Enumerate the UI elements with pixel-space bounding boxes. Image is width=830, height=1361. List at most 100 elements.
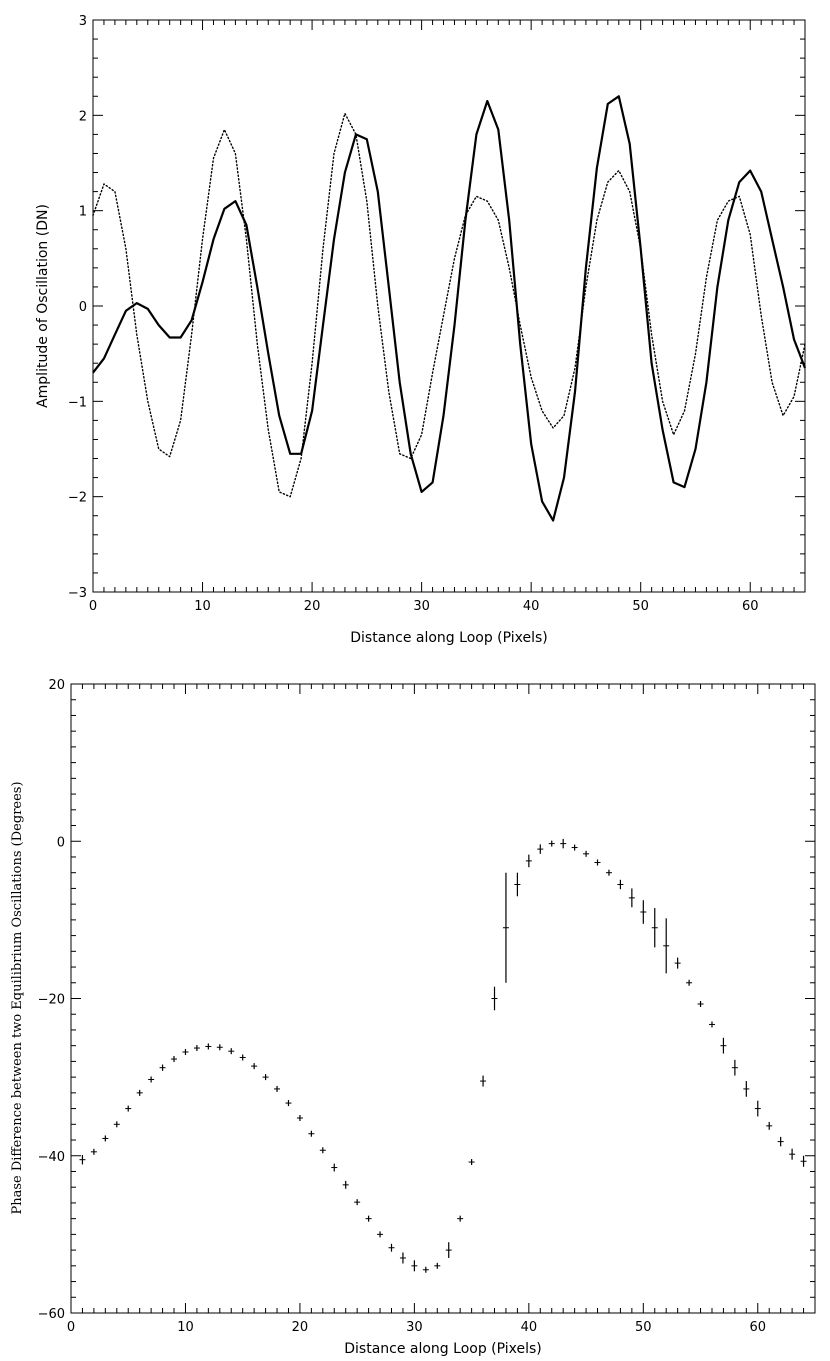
amplitude-x-tick-label: 40 <box>523 599 540 614</box>
phase-data-point <box>262 1074 269 1081</box>
phase-data-point <box>354 1199 361 1206</box>
phase-data-point <box>377 1231 384 1238</box>
amplitude-y-axis-title: Amplitude of Oscillation (DN) <box>35 204 51 408</box>
phase-data-point <box>480 1075 487 1087</box>
phase-difference-chart: 0 10 20 30 40 50 60 −60 −40 −20 0 20 Distance along… <box>10 678 816 1357</box>
phase-x-tick-label: 10 <box>177 1320 194 1335</box>
amplitude-y-tick-label: −1 <box>68 395 87 410</box>
phase-data-point <box>182 1048 189 1055</box>
phase-data-point <box>457 1215 464 1222</box>
phase-data-point <box>766 1121 773 1130</box>
phase-y-tick-label: −40 <box>38 1150 65 1165</box>
amplitude-y-tick-label: 3 <box>79 14 87 29</box>
phase-data-point <box>193 1045 200 1052</box>
phase-data-point <box>754 1100 761 1117</box>
phase-data-point <box>159 1064 166 1071</box>
phase-data-point <box>617 879 624 890</box>
amplitude-x-tick-label: 10 <box>194 599 211 614</box>
phase-data-point <box>777 1136 784 1147</box>
phase-data-point <box>525 854 532 868</box>
amplitude-series-dotted-line <box>92 112 806 498</box>
phase-data-point <box>308 1130 315 1137</box>
amplitude-x-tick-label: 20 <box>304 599 321 614</box>
phase-x-tick-label: 20 <box>292 1320 309 1335</box>
phase-data-point <box>720 1037 727 1054</box>
phase-data-point <box>789 1148 796 1160</box>
phase-data-point <box>686 979 693 986</box>
phase-y-tick-label: 0 <box>57 835 65 850</box>
amplitude-x-tick-label: 60 <box>742 599 759 614</box>
phase-data-point <box>663 918 670 974</box>
amplitude-tick-labels: 0 10 20 30 40 50 60 −3 −2 −1 0 1 2 3 <box>68 14 759 614</box>
phase-data-point <box>640 900 647 924</box>
phase-y-axis-title: Phase Difference between two Equilibrium… <box>10 781 25 1214</box>
phase-data-point <box>228 1048 235 1055</box>
phase-data-point <box>674 957 681 969</box>
phase-data-point <box>583 850 590 857</box>
phase-data-point <box>651 908 658 948</box>
phase-data-point <box>605 869 612 876</box>
phase-data-point <box>537 844 544 854</box>
phase-y-tick-label: −60 <box>38 1307 65 1322</box>
phase-data-point <box>365 1215 372 1222</box>
phase-data-point <box>560 838 567 849</box>
phase-points-group <box>79 838 807 1273</box>
phase-data-point <box>388 1243 395 1252</box>
amplitude-y-tick-label: 2 <box>79 109 87 124</box>
phase-data-point <box>468 1159 475 1166</box>
phase-x-tick-label: 40 <box>521 1320 538 1335</box>
phase-data-point <box>136 1089 143 1096</box>
phase-data-point <box>571 844 578 851</box>
phase-data-point <box>342 1180 349 1189</box>
phase-x-tick-label: 0 <box>67 1320 75 1335</box>
phase-axis-ticks <box>70 683 816 1314</box>
phase-tick-labels: 0 10 20 30 40 50 60 −60 −40 −20 0 20 <box>38 678 766 1335</box>
phase-data-point <box>422 1266 429 1273</box>
phase-data-point <box>79 1154 86 1165</box>
phase-data-point <box>148 1076 155 1083</box>
phase-data-point <box>697 1001 704 1008</box>
phase-data-point <box>171 1056 178 1063</box>
amplitude-series-solid-line <box>92 95 807 522</box>
phase-data-point <box>628 888 635 908</box>
phase-data-point <box>743 1081 750 1097</box>
phase-data-point <box>331 1163 338 1172</box>
phase-x-axis-title: Distance along Loop (Pixels) <box>344 1341 542 1357</box>
phase-data-point <box>399 1252 406 1264</box>
phase-data-point <box>491 986 498 1011</box>
phase-plot-frame <box>70 683 816 1314</box>
amplitude-plot-frame <box>92 19 806 593</box>
amplitude-y-tick-label: −2 <box>68 491 87 506</box>
amplitude-x-tick-label: 0 <box>89 599 97 614</box>
phase-data-point <box>239 1054 246 1061</box>
phase-data-point <box>113 1121 120 1128</box>
amplitude-x-tick-label: 30 <box>413 599 430 614</box>
amplitude-y-tick-label: 1 <box>79 205 87 220</box>
phase-data-point <box>548 840 555 847</box>
phase-data-point <box>319 1147 326 1154</box>
phase-data-point <box>285 1100 292 1107</box>
phase-data-point <box>296 1115 303 1122</box>
phase-data-point <box>205 1043 212 1050</box>
phase-data-point <box>708 1021 715 1028</box>
phase-data-point <box>411 1260 418 1272</box>
phase-x-tick-label: 60 <box>749 1320 766 1335</box>
phase-data-point <box>216 1044 223 1051</box>
phase-data-point <box>594 859 601 866</box>
amplitude-axis-ticks <box>92 19 806 593</box>
amplitude-y-tick-label: 0 <box>79 300 87 315</box>
phase-data-point <box>502 872 509 983</box>
phase-data-point <box>125 1105 132 1112</box>
amplitude-chart: 0 10 20 30 40 50 60 −3 −2 −1 0 1 2 3 Distance along L… <box>35 14 807 646</box>
phase-y-tick-label: 20 <box>48 678 65 693</box>
phase-data-point <box>251 1063 258 1070</box>
phase-x-tick-label: 50 <box>635 1320 652 1335</box>
phase-data-point <box>90 1148 97 1155</box>
phase-data-point <box>274 1085 281 1092</box>
amplitude-series-group <box>92 95 807 522</box>
phase-data-point <box>800 1155 807 1167</box>
amplitude-y-tick-label: −3 <box>68 586 87 601</box>
phase-data-point <box>731 1059 738 1076</box>
amplitude-x-axis-title: Distance along Loop (Pixels) <box>350 630 548 646</box>
phase-data-point <box>102 1135 109 1142</box>
